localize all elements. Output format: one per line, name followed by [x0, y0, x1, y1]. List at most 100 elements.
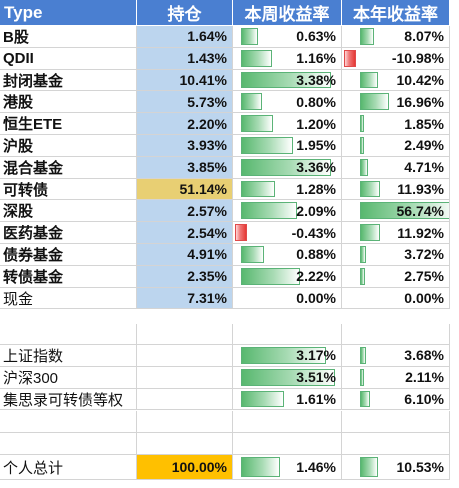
empty-cell[interactable] — [0, 324, 137, 345]
year-return-cell-databar — [360, 267, 365, 285]
year-return-cell[interactable]: 1.85% — [342, 113, 450, 135]
index-week-cell[interactable]: 3.51% — [233, 366, 342, 389]
week-return-cell[interactable]: 0.88% — [233, 244, 342, 266]
week-return-cell-value: 0.00% — [296, 289, 336, 306]
year-return-cell-databar — [360, 158, 368, 176]
index-week-cell[interactable]: 3.17% — [233, 345, 342, 367]
empty-cell[interactable] — [342, 433, 450, 455]
type-cell[interactable]: QDII — [0, 47, 137, 70]
week-return-cell[interactable]: 2.22% — [233, 265, 342, 288]
year-return-cell[interactable]: 56.74% — [342, 200, 450, 223]
year-return-cell-databar — [360, 224, 380, 241]
index-holding-cell[interactable] — [137, 345, 233, 367]
year-return-cell[interactable]: 2.49% — [342, 135, 450, 157]
holding-cell[interactable]: 2.35% — [137, 265, 233, 288]
header-type[interactable]: Type — [0, 0, 137, 26]
year-return-cell[interactable]: 0.00% — [342, 287, 450, 310]
year-return-cell[interactable]: 8.07% — [342, 26, 450, 48]
empty-cell[interactable] — [0, 433, 137, 455]
empty-cell[interactable] — [342, 411, 450, 433]
index-week-cell-databar — [241, 368, 335, 386]
table-row: 医药基金 2.54% -0.43% 11.92% — [0, 222, 459, 244]
type-cell[interactable]: 债券基金 — [0, 244, 137, 266]
year-return-cell[interactable]: 4.71% — [342, 156, 450, 179]
index-name-cell[interactable]: 集思录可转债等权 — [0, 388, 137, 411]
total-year-cell-value: 10.53% — [396, 459, 444, 475]
holding-cell[interactable]: 2.20% — [137, 113, 233, 135]
week-return-cell[interactable]: 2.09% — [233, 200, 342, 223]
year-return-cell[interactable]: 11.93% — [342, 178, 450, 201]
index-year-cell[interactable]: 2.11% — [342, 366, 450, 389]
header-year-return[interactable]: 本年收益率 — [342, 0, 450, 26]
holding-cell[interactable]: 5.73% — [137, 91, 233, 114]
week-return-cell[interactable]: 1.95% — [233, 135, 342, 157]
empty-cell[interactable] — [233, 433, 342, 455]
holding-cell[interactable]: 3.93% — [137, 135, 233, 157]
holding-cell[interactable]: 51.14% — [137, 178, 233, 201]
holding-cell[interactable]: 7.31% — [137, 287, 233, 310]
year-return-cell[interactable]: 16.96% — [342, 91, 450, 114]
total-year-cell-databar — [360, 457, 378, 477]
total-name-cell[interactable]: 个人总计 — [0, 455, 137, 480]
type-cell[interactable]: 恒生ETE — [0, 113, 137, 135]
week-return-cell[interactable]: 0.63% — [233, 26, 342, 48]
header-week-return[interactable]: 本周收益率 — [233, 0, 342, 26]
empty-cell[interactable] — [233, 411, 342, 433]
index-holding-cell[interactable] — [137, 388, 233, 411]
type-cell[interactable]: 港股 — [0, 91, 137, 114]
empty-cell[interactable] — [233, 324, 342, 345]
empty-cell[interactable] — [137, 324, 233, 345]
empty-cell[interactable] — [137, 411, 233, 433]
type-cell[interactable]: 转债基金 — [0, 265, 137, 288]
type-cell[interactable]: 封闭基金 — [0, 69, 137, 92]
empty-cell[interactable] — [137, 433, 233, 455]
week-return-cell[interactable]: 1.28% — [233, 178, 342, 201]
type-cell[interactable]: 混合基金 — [0, 156, 137, 179]
index-name-cell[interactable]: 沪深300 — [0, 366, 137, 389]
type-cell[interactable]: 现金 — [0, 287, 137, 310]
week-return-cell-databar — [241, 202, 297, 220]
total-week-cell[interactable]: 1.46% — [233, 455, 342, 480]
type-cell[interactable]: 可转债 — [0, 178, 137, 201]
table-row: 恒生ETE 2.20% 1.20% 1.85% — [0, 113, 459, 135]
week-return-cell[interactable]: 3.36% — [233, 156, 342, 179]
total-holding-cell[interactable]: 100.00% — [137, 455, 233, 480]
holding-cell[interactable]: 2.54% — [137, 222, 233, 244]
index-name-cell[interactable]: 上证指数 — [0, 345, 137, 367]
index-year-cell[interactable]: 6.10% — [342, 388, 450, 411]
year-return-cell-databar — [360, 93, 389, 111]
index-holding-cell[interactable] — [137, 366, 233, 389]
week-return-cell[interactable]: -0.43% — [233, 222, 342, 244]
year-return-cell[interactable]: 2.75% — [342, 265, 450, 288]
year-return-cell[interactable]: 10.42% — [342, 69, 450, 92]
holding-cell[interactable]: 3.85% — [137, 156, 233, 179]
index-week-cell[interactable]: 1.61% — [233, 388, 342, 411]
type-cell[interactable]: 沪股 — [0, 135, 137, 157]
week-return-cell[interactable]: 3.38% — [233, 69, 342, 92]
empty-cell[interactable] — [342, 324, 450, 345]
type-cell[interactable]: 深股 — [0, 200, 137, 223]
table-row: 深股 2.57% 2.09% 56.74% — [0, 200, 459, 223]
holding-cell[interactable]: 2.57% — [137, 200, 233, 223]
week-return-cell[interactable]: 0.80% — [233, 91, 342, 114]
header-holding[interactable]: 持仓 — [137, 0, 233, 26]
holding-cell[interactable]: 10.41% — [137, 69, 233, 92]
year-return-cell-databar — [344, 49, 356, 67]
holding-cell[interactable]: 1.64% — [137, 26, 233, 48]
week-return-cell[interactable]: 1.16% — [233, 47, 342, 70]
week-return-cell[interactable]: 1.20% — [233, 113, 342, 135]
year-return-cell[interactable]: -10.98% — [342, 47, 450, 70]
year-return-cell-databar — [360, 180, 380, 198]
type-cell[interactable]: 医药基金 — [0, 222, 137, 244]
empty-cell[interactable] — [0, 411, 137, 433]
year-return-cell-databar — [360, 115, 364, 132]
type-cell[interactable]: B股 — [0, 26, 137, 48]
year-return-cell[interactable]: 3.72% — [342, 244, 450, 266]
blank-row — [0, 433, 459, 455]
holding-cell[interactable]: 4.91% — [137, 244, 233, 266]
total-year-cell[interactable]: 10.53% — [342, 455, 450, 480]
week-return-cell[interactable]: 0.00% — [233, 287, 342, 310]
index-year-cell[interactable]: 3.68% — [342, 345, 450, 367]
holding-cell[interactable]: 1.43% — [137, 47, 233, 70]
year-return-cell[interactable]: 11.92% — [342, 222, 450, 244]
